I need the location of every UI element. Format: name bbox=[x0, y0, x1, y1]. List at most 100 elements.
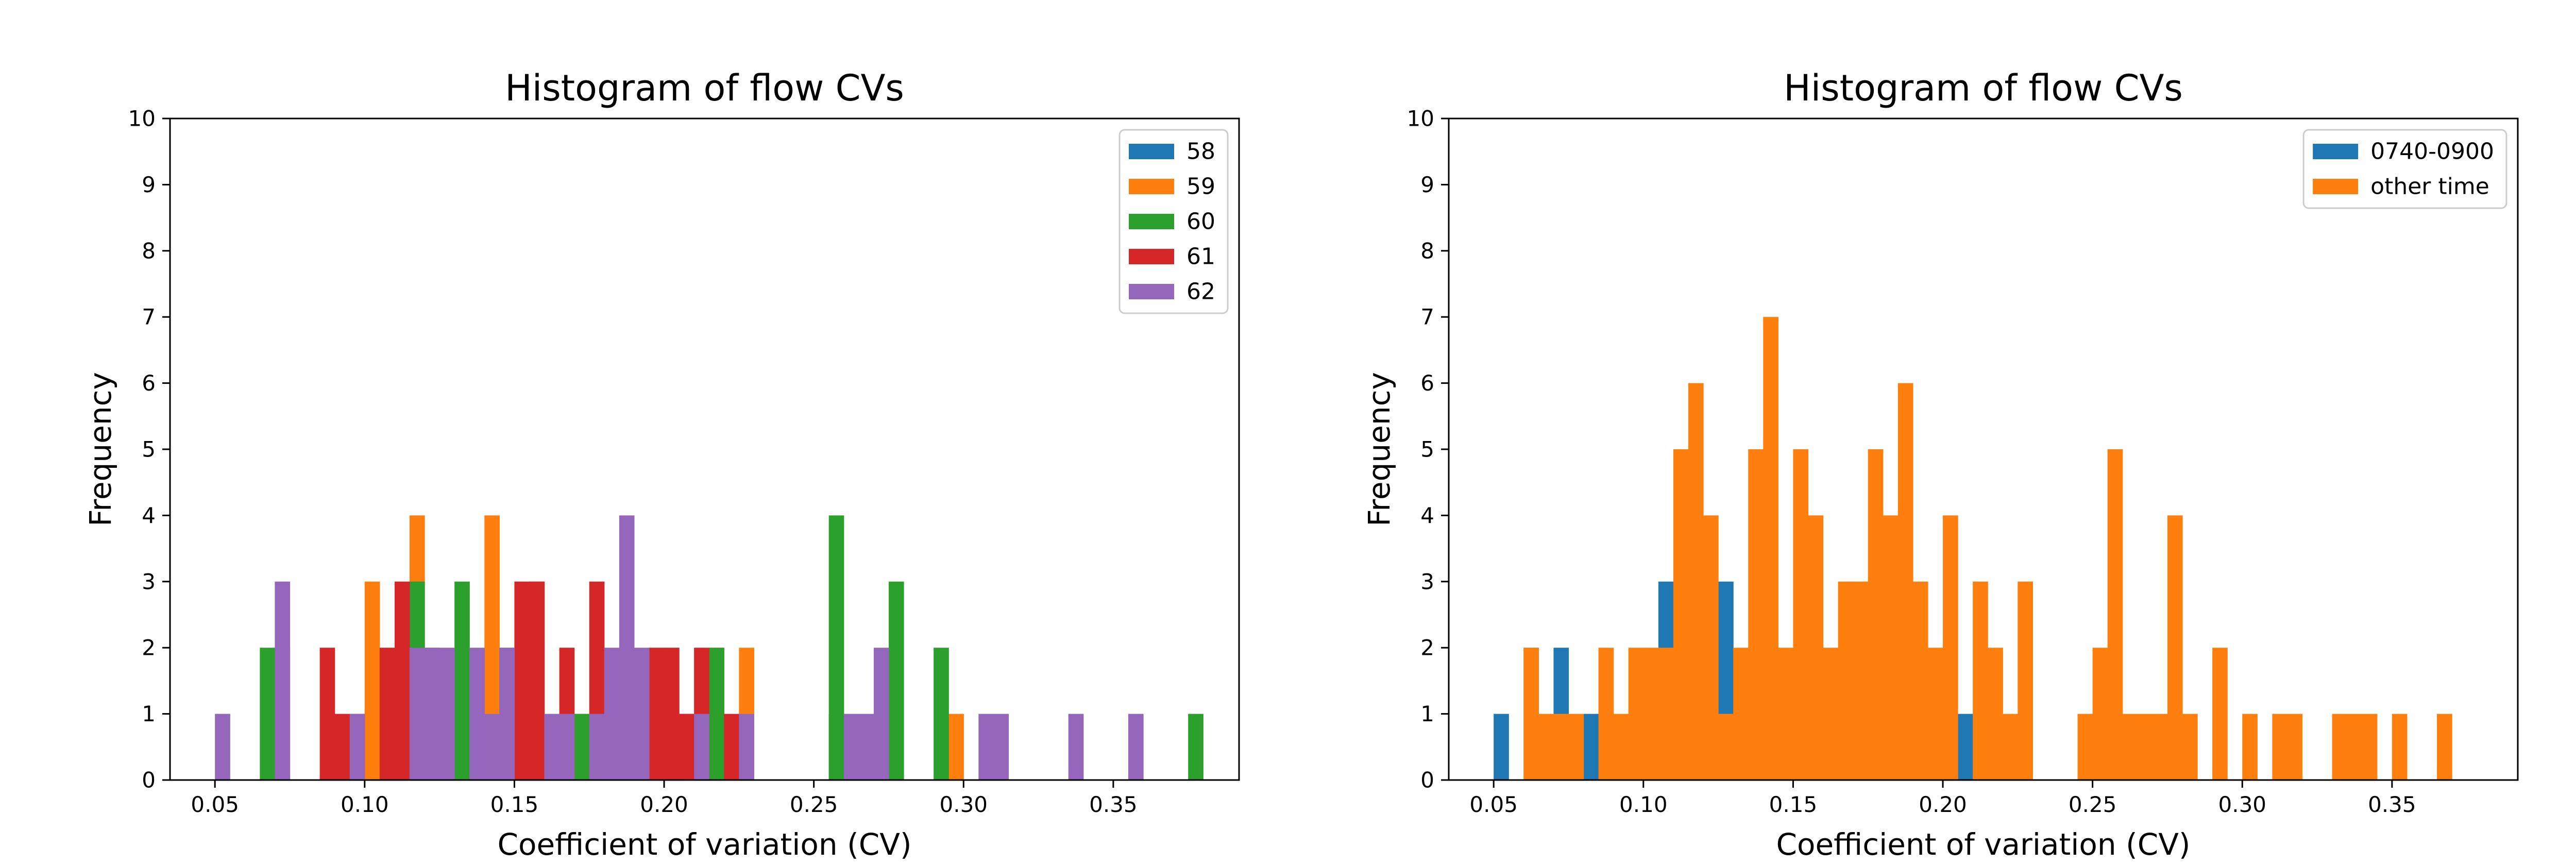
legend-label: other time bbox=[2370, 174, 2489, 200]
bar-61 bbox=[679, 714, 694, 780]
bar-other-time bbox=[1808, 515, 1824, 780]
y-tick-label: 9 bbox=[142, 172, 156, 197]
bar-61 bbox=[319, 648, 335, 780]
bar-62 bbox=[559, 714, 575, 780]
bar-62 bbox=[484, 714, 500, 780]
y-axis-label: Frequency bbox=[83, 372, 118, 527]
bar-62 bbox=[604, 648, 620, 780]
legend-swatch bbox=[1129, 214, 1174, 229]
y-axis-label: Frequency bbox=[1362, 372, 1397, 527]
bar-other-time bbox=[1703, 515, 1719, 780]
chart-left: 0 1 2 3 4 5 6 7 8 9 10 0.05 0.10 0.15 0.20 0.25 0.30 0.35… bbox=[83, 67, 1240, 862]
bar-other-time bbox=[1688, 383, 1704, 780]
chart-title: Histogram of flow CVs bbox=[1784, 67, 2183, 109]
bars-group bbox=[1494, 317, 2452, 780]
y-tick-label: 3 bbox=[1420, 569, 1434, 594]
bar-60 bbox=[888, 581, 904, 780]
bar-other-time bbox=[2347, 714, 2363, 780]
bar-other-time bbox=[2077, 714, 2093, 780]
y-tick-label: 7 bbox=[142, 304, 156, 330]
bar-other-time bbox=[2362, 714, 2378, 780]
bar-61 bbox=[394, 581, 410, 780]
x-tick-label: 0.25 bbox=[2069, 792, 2117, 817]
bar-62 bbox=[843, 714, 859, 780]
legend-label: 60 bbox=[1187, 209, 1215, 235]
chart-right: 0 1 2 3 4 5 6 7 8 9 10 0.05 0.10 0.15 0.20 0.25 0.30 0.35… bbox=[1362, 67, 2519, 862]
y-tick-label: 10 bbox=[128, 106, 156, 131]
bar-other-time bbox=[2272, 714, 2288, 780]
legend-swatch bbox=[1129, 284, 1174, 299]
bar-other-time bbox=[2152, 714, 2168, 780]
x-axis-label: Coefficient of variation (CV) bbox=[1776, 827, 2190, 862]
bar-0740-0900 bbox=[1958, 714, 1973, 780]
bar-59 bbox=[948, 714, 964, 780]
bar-other-time bbox=[2437, 714, 2452, 780]
bar-62 bbox=[499, 648, 515, 780]
bar-other-time bbox=[1823, 648, 1839, 780]
bar-other-time bbox=[1988, 648, 2003, 780]
bar-60 bbox=[260, 648, 276, 780]
bar-other-time bbox=[1538, 714, 1554, 780]
legend-label: 0740-0900 bbox=[2370, 139, 2494, 165]
bar-59 bbox=[364, 581, 380, 780]
y-tick-label: 0 bbox=[142, 768, 156, 793]
y-tick-label: 8 bbox=[1420, 238, 1434, 263]
bar-other-time bbox=[1553, 714, 1569, 780]
bar-other-time bbox=[2137, 714, 2153, 780]
bar-61 bbox=[379, 648, 395, 780]
bar-60 bbox=[1188, 714, 1204, 780]
bar-62 bbox=[1128, 714, 1144, 780]
x-tick-label: 0.05 bbox=[191, 792, 239, 817]
legend-label: 58 bbox=[1187, 139, 1215, 165]
y-tick-label: 6 bbox=[142, 370, 156, 396]
bar-other-time bbox=[2332, 714, 2348, 780]
y-tick-label: 2 bbox=[1420, 635, 1434, 660]
y-tick-label: 2 bbox=[142, 635, 156, 660]
legend-swatch bbox=[1129, 179, 1174, 194]
bar-other-time bbox=[2092, 648, 2108, 780]
x-axis-label: Coefficient of variation (CV) bbox=[497, 827, 911, 862]
y-tick-label: 5 bbox=[142, 437, 156, 462]
bar-61 bbox=[649, 648, 665, 780]
bar-other-time bbox=[1883, 515, 1899, 780]
bar-other-time bbox=[1643, 648, 1659, 780]
bar-other-time bbox=[1943, 515, 1958, 780]
bar-other-time bbox=[2242, 714, 2258, 780]
bar-62 bbox=[275, 581, 291, 780]
y-tick-label: 5 bbox=[1420, 437, 1434, 462]
bar-62 bbox=[619, 515, 635, 780]
bar-other-time bbox=[1927, 648, 1943, 780]
bar-other-time bbox=[1912, 581, 1928, 780]
bar-other-time bbox=[1733, 648, 1749, 780]
bar-62 bbox=[409, 648, 425, 780]
bar-62 bbox=[439, 648, 455, 780]
bar-other-time bbox=[1628, 648, 1644, 780]
bar-other-time bbox=[1613, 714, 1629, 780]
x-tick-label: 0.20 bbox=[1919, 792, 1967, 817]
x-tick-label: 0.15 bbox=[1769, 792, 1818, 817]
bar-other-time bbox=[1897, 383, 1913, 780]
bar-other-time bbox=[2212, 648, 2228, 780]
x-tick-label: 0.35 bbox=[1089, 792, 1138, 817]
bar-62 bbox=[739, 714, 755, 780]
bar-60 bbox=[828, 515, 844, 780]
bar-62 bbox=[425, 648, 440, 780]
chart-title: Histogram of flow CVs bbox=[505, 67, 904, 109]
y-tick-label: 7 bbox=[1420, 304, 1434, 330]
x-tick-label: 0.35 bbox=[2368, 792, 2416, 817]
bar-60 bbox=[709, 648, 724, 780]
bar-other-time bbox=[1523, 648, 1539, 780]
bar-61 bbox=[514, 581, 530, 780]
bar-60 bbox=[574, 714, 590, 780]
legend-swatch bbox=[2313, 144, 2359, 159]
y-tick-label: 10 bbox=[1407, 106, 1434, 131]
bar-other-time bbox=[1718, 714, 1734, 780]
bar-other-time bbox=[1763, 317, 1778, 780]
bar-other-time bbox=[2392, 714, 2408, 780]
x-tick-label: 0.05 bbox=[1469, 792, 1518, 817]
bar-62 bbox=[469, 648, 485, 780]
y-tick-label: 4 bbox=[1420, 503, 1434, 528]
bar-other-time bbox=[1793, 449, 1809, 780]
y-tick-label: 4 bbox=[142, 503, 156, 528]
